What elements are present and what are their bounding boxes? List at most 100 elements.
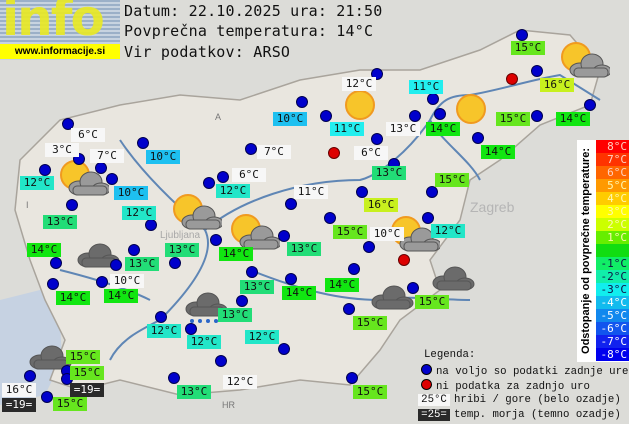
station-dot[interactable] [155, 311, 167, 323]
station-temperature-label: 11°C [294, 185, 328, 199]
station-temperature-label: 14°C [481, 145, 515, 159]
station-dot[interactable] [296, 96, 308, 108]
station-temperature-label: 14°C [282, 286, 316, 300]
station-dot[interactable] [210, 234, 222, 246]
colorbar-step [596, 244, 629, 257]
map-label-austria: A [215, 112, 221, 122]
station-temperature-label: 3°C [45, 143, 79, 157]
station-dot[interactable] [24, 370, 36, 382]
legend-sea-text: temp. morja (temno ozadje) [454, 409, 621, 421]
station-dot[interactable] [343, 303, 355, 315]
station-dot[interactable] [62, 118, 74, 130]
station-temperature-label: 12°C [147, 324, 181, 338]
colorbar-title: Odstopanje od povprečne temperature: [577, 140, 595, 362]
mountain-sample: 25°C [418, 394, 450, 406]
station-dot[interactable] [47, 278, 59, 290]
station-dot[interactable] [434, 108, 446, 120]
colorbar-step: 8°C [596, 140, 629, 153]
station-temperature-label: 15°C [435, 173, 469, 187]
station-dot[interactable] [531, 65, 543, 77]
station-dot[interactable] [531, 110, 543, 122]
station-missing-dot[interactable] [398, 254, 410, 266]
station-dot[interactable] [66, 199, 78, 211]
station-temperature-label: 16°C [2, 383, 36, 397]
station-dot[interactable] [516, 29, 528, 41]
station-dot[interactable] [246, 266, 258, 278]
station-temperature-label: 15°C [511, 41, 545, 55]
station-dot[interactable] [128, 244, 140, 256]
legend: Legenda: na voljo so podatki zadnje ure … [418, 349, 628, 421]
station-dot[interactable] [426, 186, 438, 198]
station-dot[interactable] [285, 273, 297, 285]
country-shape [14, 29, 601, 396]
station-dot[interactable] [137, 137, 149, 149]
station-temperature-label: 13°C [386, 122, 420, 136]
cloud-icon [77, 243, 120, 268]
station-missing-dot[interactable] [328, 147, 340, 159]
station-dot[interactable] [285, 198, 297, 210]
station-dot[interactable] [472, 132, 484, 144]
station-temperature-label: 15°C [333, 225, 367, 239]
sea-temperature-label: =19= [70, 383, 104, 397]
station-dot[interactable] [95, 162, 107, 174]
station-dot[interactable] [278, 343, 290, 355]
station-temperature-label: 14°C [104, 289, 138, 303]
station-dot[interactable] [215, 355, 227, 367]
station-dot[interactable] [169, 257, 181, 269]
station-dot[interactable] [584, 99, 596, 111]
colorbar-step: 3°C [596, 205, 629, 218]
station-temperature-label: 13°C [165, 243, 199, 257]
station-dot[interactable] [245, 143, 257, 155]
station-temperature-label: 12°C [342, 77, 376, 91]
station-dot[interactable] [422, 212, 434, 224]
station-temperature-label: 12°C [223, 375, 257, 389]
info-logo[interactable]: info www.informacije.si [0, 0, 120, 60]
colorbar-step: -5°C [596, 309, 629, 322]
station-dot[interactable] [409, 110, 421, 122]
station-dot[interactable] [168, 372, 180, 384]
station-temperature-label: 13°C [43, 215, 77, 229]
red-dot-icon [421, 379, 432, 390]
station-temperature-label: 10°C [110, 274, 144, 288]
station-dot[interactable] [427, 93, 439, 105]
colorbar-step: 4°C [596, 192, 629, 205]
legend-missing-text: ni podatka za zadnjo uro [436, 381, 590, 393]
station-dot[interactable] [356, 186, 368, 198]
colorbar-step: -1°C [596, 257, 629, 270]
logo-url[interactable]: www.informacije.si [0, 44, 120, 59]
station-dot[interactable] [39, 164, 51, 176]
station-dot[interactable] [407, 282, 419, 294]
station-temperature-label: 10°C [146, 150, 180, 164]
station-dot[interactable] [110, 259, 122, 271]
station-dot[interactable] [203, 177, 215, 189]
station-dot[interactable] [185, 323, 197, 335]
sea-area [0, 290, 62, 405]
data-source: Vir podatkov: ARSO [124, 43, 291, 61]
station-dot[interactable] [278, 230, 290, 242]
station-temperature-label: 13°C [218, 308, 252, 322]
station-dot[interactable] [346, 372, 358, 384]
station-dot[interactable] [145, 219, 157, 231]
station-dot[interactable] [236, 295, 248, 307]
station-dot[interactable] [371, 133, 383, 145]
station-missing-dot[interactable] [506, 73, 518, 85]
station-dot[interactable] [50, 257, 62, 269]
sea-sample: =25= [418, 409, 450, 421]
station-dot[interactable] [363, 241, 375, 253]
station-dot[interactable] [96, 276, 108, 288]
station-temperature-label: 15°C [496, 112, 530, 126]
station-dot[interactable] [348, 263, 360, 275]
station-dot[interactable] [217, 171, 229, 183]
station-dot[interactable] [324, 212, 336, 224]
station-dot[interactable] [106, 173, 118, 185]
station-temperature-label: 11°C [409, 80, 443, 94]
station-temperature-label: 15°C [353, 316, 387, 330]
station-dot[interactable] [41, 391, 53, 403]
legend-title: Legenda: [424, 349, 476, 361]
station-temperature-label: 14°C [56, 291, 90, 305]
map-label-croatia: HR [222, 400, 235, 410]
station-temperature-label: 6°C [232, 168, 266, 182]
date-line: Datum: 22.10.2025 ura: 21:50 [124, 2, 383, 20]
station-dot[interactable] [320, 110, 332, 122]
